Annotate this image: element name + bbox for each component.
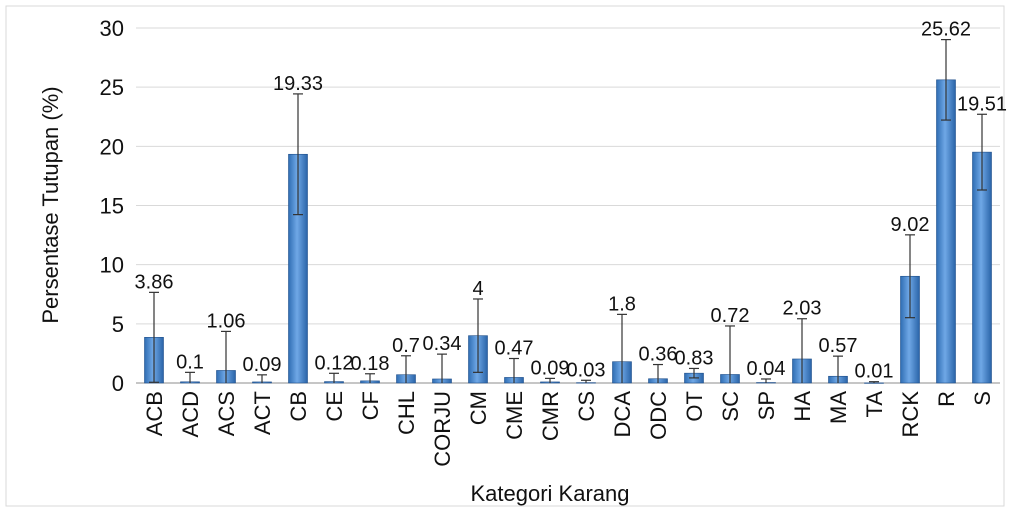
- data-label: 0.36: [639, 344, 678, 366]
- data-label: 4: [472, 278, 483, 300]
- x-category-label: CHL: [394, 391, 419, 435]
- x-category-label: CE: [322, 391, 347, 422]
- data-labels: 3.86 0.11.06 0.09 19.33 0.120.180.7 0.34 4 0.47…: [135, 19, 1008, 383]
- x-category-label: CME: [502, 391, 527, 440]
- x-category-label: SC: [718, 391, 743, 422]
- data-label: 0.18: [351, 353, 390, 375]
- error-bar-cb: [293, 93, 303, 216]
- data-label: 1.8: [608, 293, 636, 315]
- data-label: 0.12: [315, 352, 354, 374]
- bar-r: [936, 79, 956, 384]
- data-label: 0.09: [243, 354, 282, 376]
- error-bar-odc: [653, 363, 663, 383]
- x-category-label: ACD: [178, 391, 203, 437]
- data-label: 0.72: [711, 305, 750, 327]
- data-label: 0.09: [531, 357, 570, 379]
- x-category-label: CORJU: [430, 391, 455, 467]
- x-category-label: CF: [358, 391, 383, 420]
- data-label: 2.03: [783, 298, 822, 320]
- x-category-label: HA: [790, 391, 815, 422]
- x-category-label: RCK: [898, 391, 923, 438]
- data-label: 0.7: [392, 335, 420, 357]
- error-bar-act: [257, 374, 267, 383]
- y-tick-label: 30: [100, 16, 124, 41]
- error-bar-ce: [329, 372, 339, 383]
- error-bar-ta: [869, 381, 879, 383]
- y-tick-label: 10: [100, 253, 124, 278]
- data-label: 0.04: [747, 358, 786, 380]
- error-bar-cs: [581, 379, 591, 383]
- error-bar-cmr: [545, 377, 555, 383]
- error-bar-ma: [833, 355, 843, 383]
- x-category-label: CS: [574, 391, 599, 422]
- data-label: 0.03: [567, 359, 606, 381]
- error-bar-cm: [473, 298, 483, 373]
- x-category-label: CM: [466, 391, 491, 425]
- x-category-label: ODC: [646, 391, 671, 440]
- data-label: 0.57: [819, 335, 858, 357]
- error-bar-dca: [617, 313, 627, 383]
- x-category-label: ACB: [142, 391, 167, 436]
- y-tick-label: 15: [100, 194, 124, 219]
- error-bar-acd: [185, 371, 195, 383]
- gridlines: [136, 27, 1000, 384]
- x-category-label: ACT: [250, 391, 275, 435]
- data-label: 0.47: [495, 338, 534, 360]
- chart-border: [5, 5, 1005, 507]
- x-category-label: CMR: [538, 391, 563, 441]
- data-label: 1.06: [207, 310, 246, 332]
- error-bar-sc: [725, 325, 735, 383]
- y-tick-labels: 0 5 10 15 20 25 30: [100, 16, 124, 396]
- data-label: 3.86: [135, 271, 174, 293]
- error-bar-acb: [149, 291, 159, 383]
- x-category-label: TA: [862, 391, 887, 418]
- x-category-label: MA: [826, 391, 851, 424]
- x-category-label: S: [970, 391, 995, 406]
- error-bar-corju: [437, 353, 447, 383]
- error-bar-s: [977, 113, 987, 191]
- error-bar-r: [941, 38, 951, 121]
- y-tick-label: 5: [112, 312, 124, 337]
- x-category-label: DCA: [610, 391, 635, 438]
- x-category-label: ACS: [214, 391, 239, 436]
- error-bar-ot: [689, 367, 699, 379]
- data-label: 0.83: [675, 347, 714, 369]
- error-bar-cf: [365, 373, 375, 383]
- x-category-label: R: [934, 391, 959, 407]
- data-label: 19.33: [273, 73, 323, 95]
- data-label: 19.51: [957, 93, 1007, 115]
- y-axis-title: Persentase Tutupan (%): [38, 86, 63, 323]
- x-category-labels: ACB ACD ACS ACT CB CE CF CHL CORJU CM CME CMR CS DCA O…: [142, 391, 995, 467]
- data-label: 0.34: [423, 333, 462, 355]
- x-category-label: SP: [754, 391, 779, 420]
- data-label: 25.62: [921, 19, 971, 41]
- y-tick-label: 0: [112, 371, 124, 396]
- y-tick-label: 20: [100, 134, 124, 159]
- error-bars: [149, 38, 987, 383]
- error-bar-rck: [905, 234, 915, 319]
- data-label: 0.1: [176, 351, 204, 373]
- data-label: 0.01: [855, 361, 894, 383]
- x-axis-title: Kategori Karang: [471, 481, 630, 506]
- x-category-label: OT: [682, 391, 707, 422]
- error-bar-cme: [509, 357, 519, 383]
- y-tick-label: 25: [100, 75, 124, 100]
- error-bar-chl: [401, 355, 411, 383]
- error-bar-ha: [797, 318, 807, 383]
- data-label: 9.02: [891, 214, 930, 236]
- error-bar-acs: [221, 330, 231, 383]
- x-category-label: CB: [286, 391, 311, 422]
- error-bar-sp: [761, 378, 771, 383]
